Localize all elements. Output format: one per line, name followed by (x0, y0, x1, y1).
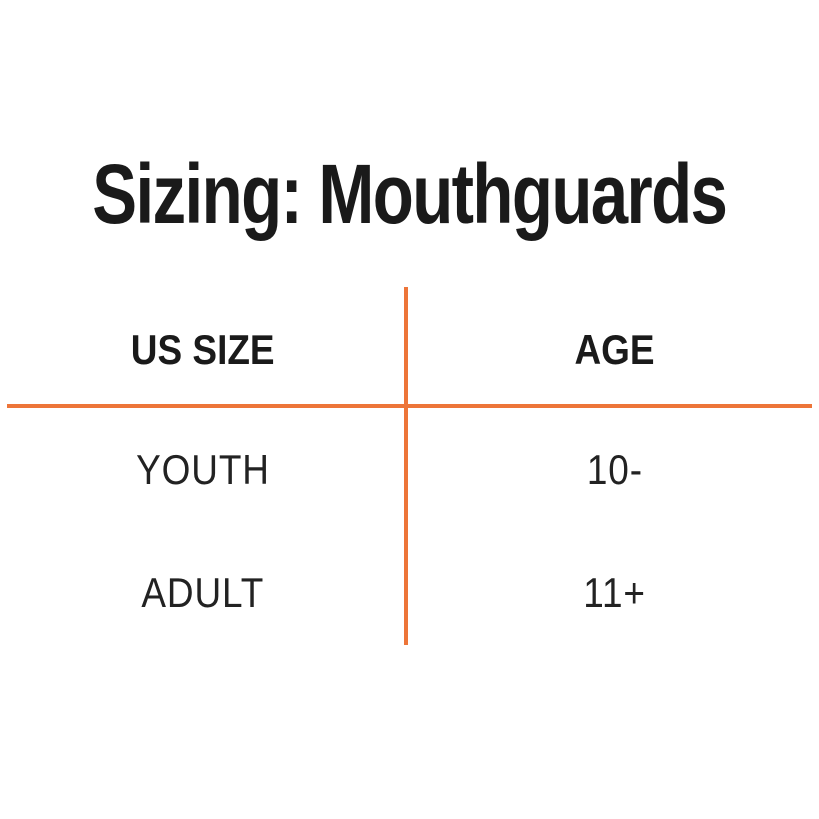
cell-size-youth-label: YOUTH (136, 446, 270, 493)
cell-size-adult-label: ADULT (141, 569, 265, 616)
cell-age-youth-label: 10- (586, 446, 643, 493)
column-header-us-size: US SIZE (0, 318, 406, 382)
table-row-adult-age-cell: 11+ (410, 561, 819, 625)
page-title: Sizing: Mouthguards (0, 146, 819, 243)
column-header-age: AGE (410, 318, 819, 382)
table-header-divider (7, 404, 812, 408)
table-row-youth-size-cell: YOUTH (0, 438, 406, 502)
table-column-divider (404, 287, 408, 645)
table-row-adult-size-cell: ADULT (0, 561, 406, 625)
column-header-age-label: AGE (574, 326, 655, 373)
column-header-us-size-label: US SIZE (131, 326, 275, 373)
table-row-youth-age-cell: 10- (410, 438, 819, 502)
page-title-text: Sizing: Mouthguards (92, 147, 728, 241)
cell-age-adult-label: 11+ (583, 569, 646, 616)
